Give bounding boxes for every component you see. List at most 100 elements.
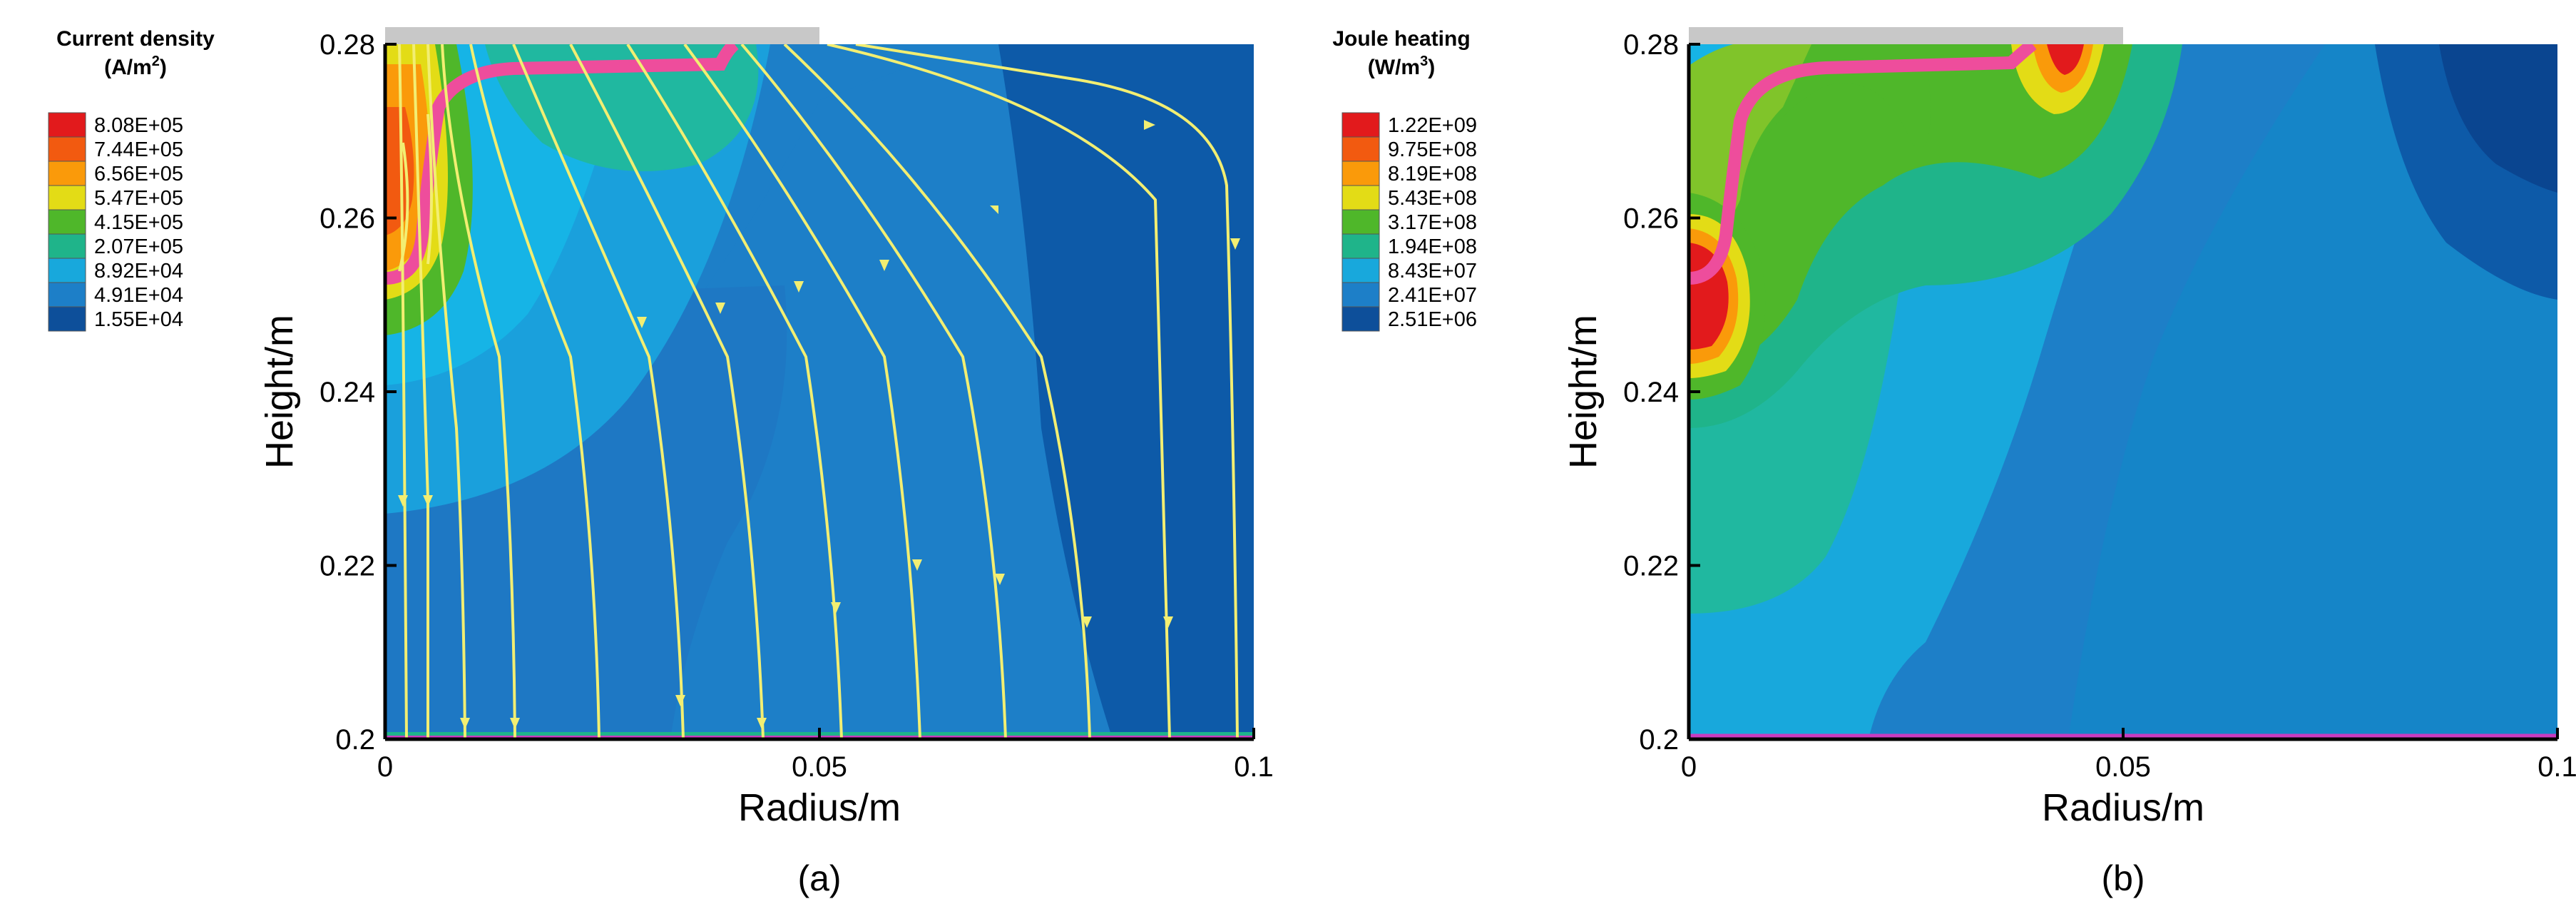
plot-a-x-label: Radius/m — [738, 786, 901, 829]
legend-a-title-close: ) — [160, 56, 167, 79]
streamline-arrow — [675, 695, 685, 706]
legend-swatch — [48, 282, 86, 308]
streamline — [412, 44, 429, 739]
legend-b-title-line1: Joule heating — [1332, 27, 1470, 51]
legend-level-label: 2.07E+05 — [94, 235, 183, 258]
y-tick-label: 0.28 — [1623, 29, 1679, 61]
plot-b-ticks: 0 0.05 0.1 0.2 0.22 0.24 0.26 0.28 — [1623, 29, 2576, 783]
streamline — [441, 44, 516, 739]
legend-a-title-line2: (A/m — [104, 56, 152, 79]
panel-b: Joule heating (W/m3) 1.22E+099.75E+088.1… — [1332, 27, 2576, 898]
legend-level-label: 2.41E+07 — [1388, 284, 1477, 307]
legend-a-swatches: 8.08E+057.44E+056.56E+055.47E+054.15E+05… — [48, 112, 183, 332]
legend-b-title-sup: 3 — [1420, 54, 1428, 69]
streamline-arrow — [1163, 616, 1173, 628]
streamline-arrow — [1230, 238, 1240, 250]
streamline-arrow — [398, 495, 408, 507]
legend-swatch — [48, 233, 86, 259]
streamline — [740, 44, 1007, 739]
streamline — [398, 44, 408, 739]
plot-a-band-dark-right — [998, 44, 1254, 739]
legend-b-title-line2-group: (W/m3) — [1368, 54, 1435, 79]
y-tick-label: 0.26 — [320, 203, 375, 235]
plot-b-hotspot-top-red — [2047, 44, 2084, 75]
panel-a: Current density (A/m2) 8.08E+057.44E+056… — [48, 27, 1274, 898]
legend-swatch — [1341, 209, 1380, 235]
legend-swatch — [1341, 258, 1380, 283]
x-tick-label: 0.05 — [2095, 751, 2151, 783]
plot-b-y-label: Height/m — [1562, 315, 1605, 469]
plot-b-band-darkest-corner — [2439, 44, 2557, 193]
streamline — [398, 142, 409, 272]
plot-b-electrode — [1689, 27, 2123, 44]
legend-level-label: 8.08E+05 — [94, 114, 183, 137]
legend-b-title-close: ) — [1428, 56, 1435, 79]
legend-a-title-sup: 2 — [152, 54, 160, 69]
plot-a-streamlines — [398, 44, 1239, 739]
streamline — [827, 44, 1171, 739]
streamline — [426, 44, 466, 739]
streamline-arrow — [460, 718, 470, 729]
legend-level-label: 8.19E+08 — [1388, 163, 1477, 186]
y-tick-label: 0.2 — [1639, 724, 1679, 756]
streamline-arrow — [715, 303, 725, 314]
legend-swatch — [1341, 233, 1380, 259]
legend-a-title-line2-group: (A/m2) — [104, 54, 167, 79]
legend-level-label: 5.43E+08 — [1388, 187, 1477, 210]
streamline — [626, 44, 843, 739]
streamline — [783, 44, 1091, 739]
legend-swatch — [48, 136, 86, 162]
legend-level-label: 5.47E+05 — [94, 187, 183, 210]
streamline-arrow — [831, 602, 841, 614]
legend-swatch — [1341, 185, 1380, 210]
legend-swatch — [48, 185, 86, 210]
x-tick-label: 0.1 — [2537, 751, 2576, 783]
plot-b-band-lightgreen — [1689, 44, 1811, 235]
plot-b-interface-line — [1689, 44, 2037, 285]
legend-swatch — [1341, 112, 1380, 138]
plot-a-field — [385, 44, 1254, 739]
legend-level-label: 4.15E+05 — [94, 211, 183, 234]
plot-b-band-topleft — [1689, 44, 1733, 66]
streamline-arrow — [637, 317, 647, 328]
y-tick-label: 0.24 — [320, 377, 375, 408]
y-tick-label: 0.28 — [320, 29, 375, 61]
legend-b-swatches: 1.22E+099.75E+088.19E+085.43E+083.17E+08… — [1341, 112, 1477, 332]
panel-a-label: (a) — [797, 858, 841, 898]
streamline — [512, 44, 685, 739]
legend-level-label: 1.22E+09 — [1388, 114, 1477, 137]
plot-a-ticks: 0 0.05 0.1 0.2 0.22 0.24 0.26 0.28 — [320, 29, 1274, 783]
legend-b-title-line2: (W/m — [1368, 56, 1420, 79]
streamline — [469, 44, 600, 739]
streamline-arrow — [990, 205, 998, 214]
y-tick-label: 0.22 — [320, 551, 375, 582]
y-tick-label: 0.22 — [1623, 551, 1679, 582]
legend-swatch — [48, 161, 86, 186]
x-tick-label: 0.05 — [792, 751, 847, 783]
x-tick-label: 0.1 — [1234, 751, 1274, 783]
legend-swatch — [1341, 161, 1380, 186]
legend-level-label: 8.92E+04 — [94, 260, 183, 283]
legend-level-label: 9.75E+08 — [1388, 138, 1477, 161]
legend-level-label: 6.56E+05 — [94, 163, 183, 186]
x-tick-label: 0 — [377, 751, 393, 783]
y-tick-label: 0.24 — [1623, 377, 1679, 408]
streamline — [426, 113, 433, 265]
streamline — [855, 44, 1239, 739]
streamline-arrow — [423, 495, 433, 507]
streamline-arrow — [1082, 616, 1092, 628]
legend-swatch — [48, 306, 86, 332]
legend-level-label: 4.91E+04 — [94, 284, 183, 307]
streamline-arrow — [510, 718, 520, 729]
legend-level-label: 8.43E+07 — [1388, 260, 1477, 283]
streamline — [683, 44, 921, 739]
legend-swatch — [1341, 136, 1380, 162]
streamline-arrow — [757, 718, 767, 729]
plot-b-field — [1689, 44, 2557, 739]
streamline-arrow — [995, 574, 1005, 585]
streamline-arrow — [879, 260, 889, 271]
y-tick-label: 0.26 — [1623, 203, 1679, 235]
legend-level-label: 3.17E+08 — [1388, 211, 1477, 234]
legend-level-label: 7.44E+05 — [94, 138, 183, 161]
